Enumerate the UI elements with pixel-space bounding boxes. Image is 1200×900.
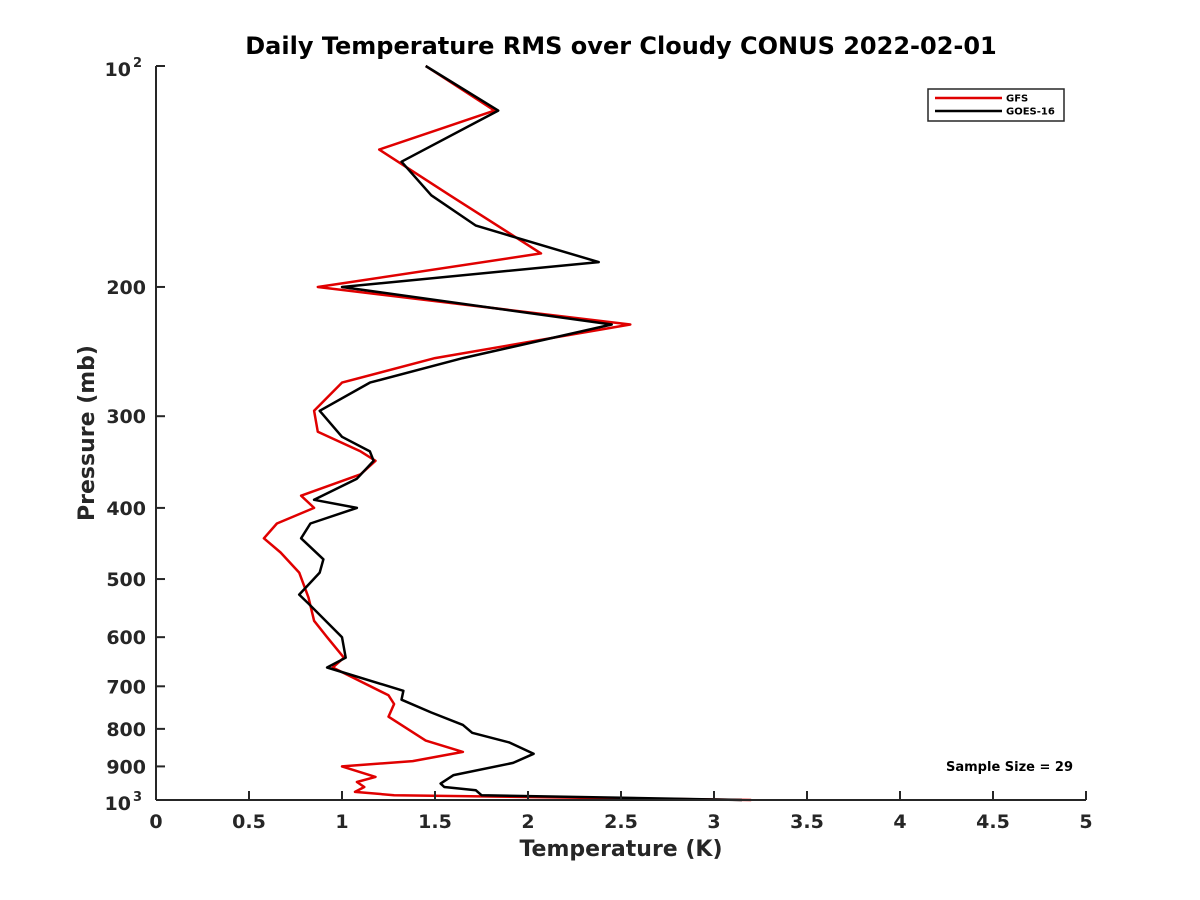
x-axis-label: Temperature (K) [519,837,722,862]
y-tick-label: 900 [106,756,146,778]
x-tick-label: 2 [521,811,534,833]
legend-label-goes16: GOES-16 [1006,107,1055,118]
y-tick-exponent: 2 [133,56,142,71]
legend: GFS GOES-16 [927,88,1065,122]
chart-title: Daily Temperature RMS over Cloudy CONUS … [245,32,997,60]
legend-label-gfs: GFS [1006,94,1028,105]
y-tick-label: 800 [106,719,146,741]
x-tick-label: 0.5 [232,811,266,833]
y-tick-label: 10 [105,793,131,815]
legend-box [927,88,1065,122]
x-ticks: 0 0.5 1 1.5 2 2.5 3 3.5 4 4.5 5 [149,791,1093,833]
y-tick-label: 200 [106,277,146,299]
series-layer [262,64,752,802]
y-axis-label: Pressure (mb) [75,345,100,521]
x-tick-label: 1 [335,811,348,833]
x-tick-label: 5 [1079,811,1092,833]
x-tick-label: 0 [149,811,162,833]
y-tick-label: 700 [106,676,146,698]
x-tick-label: 1.5 [418,811,452,833]
x-tick-label: 4.5 [976,811,1010,833]
y-tick-label: 600 [106,627,146,649]
x-tick-label: 3.5 [790,811,824,833]
series-line-goes16 [297,64,742,802]
y-tick-label: 300 [106,406,146,428]
sample-size-annotation: Sample Size = 29 [946,760,1073,775]
series-line-gfs [262,64,752,802]
y-tick-label: 400 [106,498,146,520]
y-tick-label: 500 [106,569,146,591]
y-tick-exponent: 3 [133,790,142,805]
x-tick-label: 2.5 [604,811,638,833]
x-tick-label: 3 [707,811,720,833]
y-tick-label: 10 [105,59,131,81]
x-tick-label: 4 [893,811,906,833]
